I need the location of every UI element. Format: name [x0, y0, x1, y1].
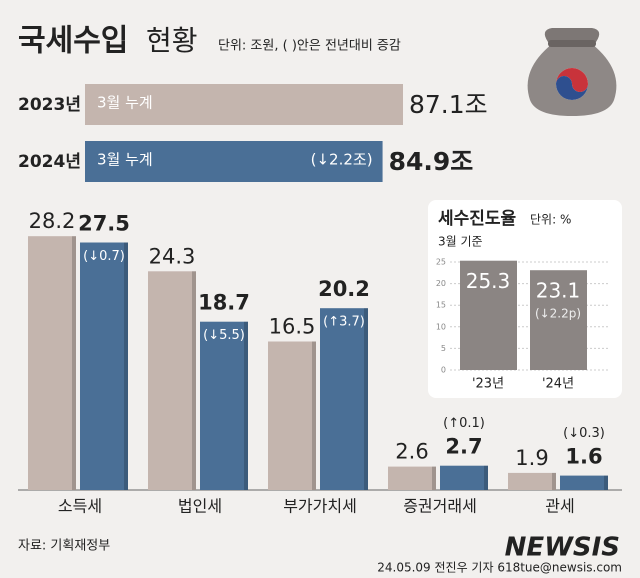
- bar: [560, 475, 608, 490]
- y-tick-label: 25: [436, 258, 446, 267]
- bar-label: 3월 누계: [97, 151, 153, 169]
- bar: [440, 465, 488, 490]
- value-label: 25.3: [466, 269, 511, 293]
- change-label: (↓0.3): [563, 426, 605, 441]
- value-label: 2.6: [395, 440, 428, 464]
- title: 국세수입: [18, 24, 128, 59]
- x-tick-label: 부가가치세: [283, 497, 357, 516]
- bar: [28, 236, 76, 490]
- value-label: 16.5: [269, 315, 316, 339]
- row-label: 2024년: [18, 152, 81, 172]
- x-tick-label: 관세: [545, 497, 574, 516]
- subtitle: 현황: [146, 24, 198, 57]
- byline: 24.05.09 전진우 기자 618tue@newsis.com: [377, 561, 622, 575]
- bar-side: [484, 465, 488, 490]
- bar-side: [364, 308, 368, 490]
- bar: [200, 321, 248, 490]
- change-label: (↓0.7): [83, 249, 125, 264]
- x-tick-label: '23년: [472, 377, 504, 392]
- x-tick-label: '24년: [542, 377, 574, 392]
- bar-side: [192, 271, 196, 490]
- change-label: (↑0.1): [443, 416, 485, 431]
- change-label: (↑3.7): [323, 315, 365, 330]
- bar: [85, 141, 383, 182]
- bar: [268, 341, 316, 490]
- logo: NEWSIS: [505, 533, 620, 563]
- bar: [80, 242, 128, 490]
- bar-side: [432, 466, 436, 490]
- y-tick-label: 0: [441, 366, 446, 375]
- value-label: 1.9: [515, 446, 548, 470]
- value-label: 87.1조: [409, 90, 488, 119]
- x-tick-label: 법인세: [178, 497, 222, 516]
- value-label: 84.9조: [389, 147, 474, 176]
- inset-panel: [428, 200, 622, 398]
- money-bag-icon: [527, 28, 617, 116]
- value-label: 18.7: [198, 291, 250, 315]
- bar: [148, 271, 196, 490]
- inset-title: 세수진도율: [438, 209, 517, 229]
- bar-side: [604, 475, 608, 490]
- value-label: 24.3: [149, 244, 196, 268]
- value-label: 20.2: [318, 277, 370, 301]
- y-tick-label: 20: [436, 279, 446, 288]
- bar-side: [124, 242, 128, 490]
- row-label: 2023년: [18, 95, 81, 115]
- change-label: (↓2.2p): [535, 307, 581, 321]
- source: 자료: 기획재정부: [18, 539, 110, 554]
- x-tick-label: 증권거래세: [403, 497, 477, 516]
- unit-note: 단위: 조원, ( )안은 전년대비 증감: [218, 39, 401, 54]
- y-tick-label: 10: [436, 322, 446, 331]
- value-label: 2.7: [445, 435, 482, 459]
- bar: [85, 84, 403, 125]
- value-label: 23.1: [536, 279, 581, 303]
- value-label: 1.6: [565, 445, 602, 469]
- bar-side: [244, 321, 248, 490]
- bar-label: 3월 누계: [97, 94, 153, 112]
- bar: [508, 472, 556, 490]
- y-tick-label: 15: [436, 301, 446, 310]
- bar-side: [312, 341, 316, 490]
- inset-subtitle: 3월 기준: [438, 235, 483, 249]
- bar: [530, 270, 587, 370]
- value-label: 27.5: [78, 212, 130, 236]
- inset-unit: 단위: %: [530, 213, 571, 227]
- bar-side: [72, 236, 76, 490]
- value-label: 28.2: [29, 209, 76, 233]
- bar: [460, 260, 517, 370]
- change-label: (↓5.5): [203, 328, 245, 343]
- bar: [320, 308, 368, 490]
- change-label: (↓2.2조): [311, 151, 373, 169]
- bar: [388, 466, 436, 490]
- bar-side: [552, 472, 556, 490]
- x-tick-label: 소득세: [58, 497, 102, 516]
- y-tick-label: 5: [441, 344, 446, 353]
